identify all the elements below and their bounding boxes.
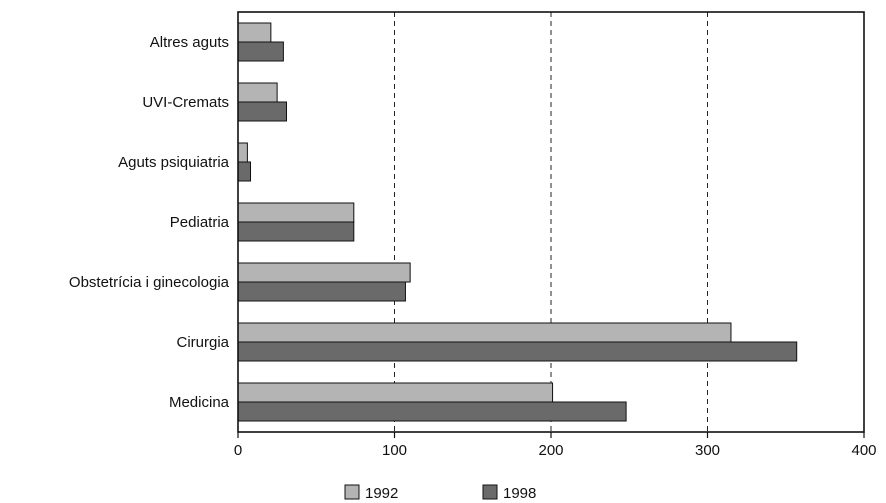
bar-1998-3 xyxy=(237,221,355,242)
bar-1992-0 xyxy=(237,22,272,43)
x-tick-label: 400 xyxy=(851,442,876,459)
bar-1998-5 xyxy=(237,341,798,362)
category-label: Medicina xyxy=(169,394,230,411)
category-label: Pediatria xyxy=(170,214,230,231)
x-tick-label: 200 xyxy=(538,442,563,459)
category-label: Aguts psiquiatria xyxy=(118,154,230,171)
bar-1992-4 xyxy=(237,262,411,283)
bar-1998-1 xyxy=(237,101,288,122)
legend-label-1992: 1992 xyxy=(365,485,398,502)
legend-swatch-1992 xyxy=(344,484,360,500)
x-axis-ticks: 0 100 200 300 400 xyxy=(234,432,877,459)
bar-1992-5 xyxy=(237,322,732,343)
bar-1998-2 xyxy=(237,161,252,182)
bars xyxy=(237,22,798,422)
bar-1992-2 xyxy=(237,142,248,163)
category-labels: Altres aguts UVI-Cremats Aguts psiquiatria… xyxy=(69,34,230,411)
bar-1998-4 xyxy=(237,281,406,302)
bar-1998-6 xyxy=(237,401,627,422)
category-label: Altres aguts xyxy=(150,34,229,51)
category-label: UVI-Cremats xyxy=(142,94,229,111)
legend-swatch-1998 xyxy=(482,484,498,500)
category-label: Cirurgia xyxy=(176,334,229,351)
x-tick-label: 0 xyxy=(234,442,242,459)
bar-1992-6 xyxy=(237,382,554,403)
bar-1998-0 xyxy=(237,41,284,62)
category-label: Obstetrícia i ginecologia xyxy=(69,274,230,291)
legend-label-1998: 1998 xyxy=(503,485,536,502)
bar-1992-1 xyxy=(237,82,278,103)
x-tick-label: 300 xyxy=(695,442,720,459)
legend: 1992 1998 xyxy=(344,484,536,502)
grid-lines xyxy=(394,12,708,432)
bar-1992-3 xyxy=(237,202,355,223)
x-tick-label: 100 xyxy=(382,442,407,459)
